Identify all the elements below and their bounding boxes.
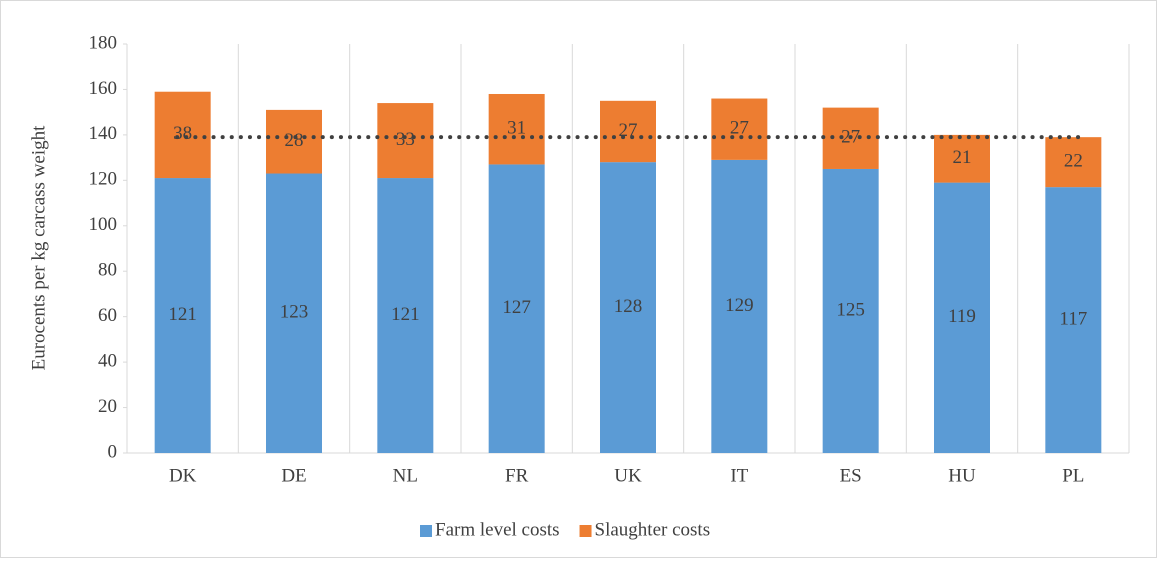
legend-label: Slaughter costs — [595, 519, 711, 540]
bar-segment — [266, 109, 322, 174]
data-label: 38 — [173, 123, 192, 144]
bar-segment — [1045, 187, 1102, 453]
x-tick-label: DE — [281, 465, 306, 486]
bar-segment — [711, 159, 768, 453]
y-tick-label: 60 — [98, 305, 117, 326]
data-label: 129 — [725, 295, 754, 316]
bar-segment — [154, 178, 211, 454]
y-tick-label: 80 — [98, 260, 117, 281]
y-tick-label: 0 — [108, 441, 118, 462]
y-tick-label: 160 — [89, 78, 118, 99]
y-axis-label: Eurocents per kg carcass weight — [28, 125, 49, 371]
bar-segment — [154, 91, 211, 179]
data-label: 28 — [285, 130, 304, 151]
data-label: 27 — [730, 118, 749, 139]
data-label: 31 — [507, 118, 526, 139]
x-tick-label: UK — [614, 465, 642, 486]
x-tick-label: FR — [505, 465, 529, 486]
bar-segment — [488, 93, 545, 165]
y-tick-label: 20 — [98, 396, 117, 417]
x-tick-label: IT — [730, 465, 748, 486]
x-tick-label: NL — [393, 465, 418, 486]
data-label: 123 — [280, 302, 309, 323]
y-tick-label: 40 — [98, 350, 117, 371]
data-label: 21 — [953, 147, 972, 168]
legend-swatch — [579, 525, 592, 537]
data-label: 127 — [502, 297, 531, 318]
bar-segment — [711, 98, 768, 160]
bar-segment — [1045, 137, 1102, 188]
bar-segment — [600, 162, 656, 453]
y-tick-label: 120 — [89, 169, 118, 190]
data-label: 121 — [391, 304, 420, 325]
bar-segment — [934, 134, 990, 183]
bar-segment — [600, 100, 656, 163]
data-label: 121 — [168, 304, 197, 325]
y-tick-label: 100 — [89, 214, 118, 235]
bar-segment — [377, 103, 434, 179]
data-label: 33 — [396, 129, 415, 150]
data-label: 125 — [836, 299, 865, 320]
y-tick-label: 180 — [89, 32, 118, 53]
y-tick-label: 140 — [89, 123, 118, 144]
data-label: 128 — [614, 296, 643, 317]
data-label: 22 — [1064, 151, 1083, 172]
data-label: 119 — [948, 306, 976, 327]
x-tick-label: DK — [169, 465, 197, 486]
legend-swatch — [420, 525, 432, 537]
data-label: 117 — [1059, 308, 1087, 329]
bar-segment — [266, 173, 322, 453]
x-tick-label: ES — [840, 465, 862, 486]
x-tick-label: HU — [948, 465, 976, 486]
bar-segment — [822, 168, 879, 453]
x-tick-label: PL — [1062, 465, 1084, 486]
legend-label: Farm level costs — [435, 519, 560, 540]
bar-segment — [377, 178, 434, 454]
bar-segment — [934, 182, 990, 453]
bar-segment — [488, 164, 545, 453]
